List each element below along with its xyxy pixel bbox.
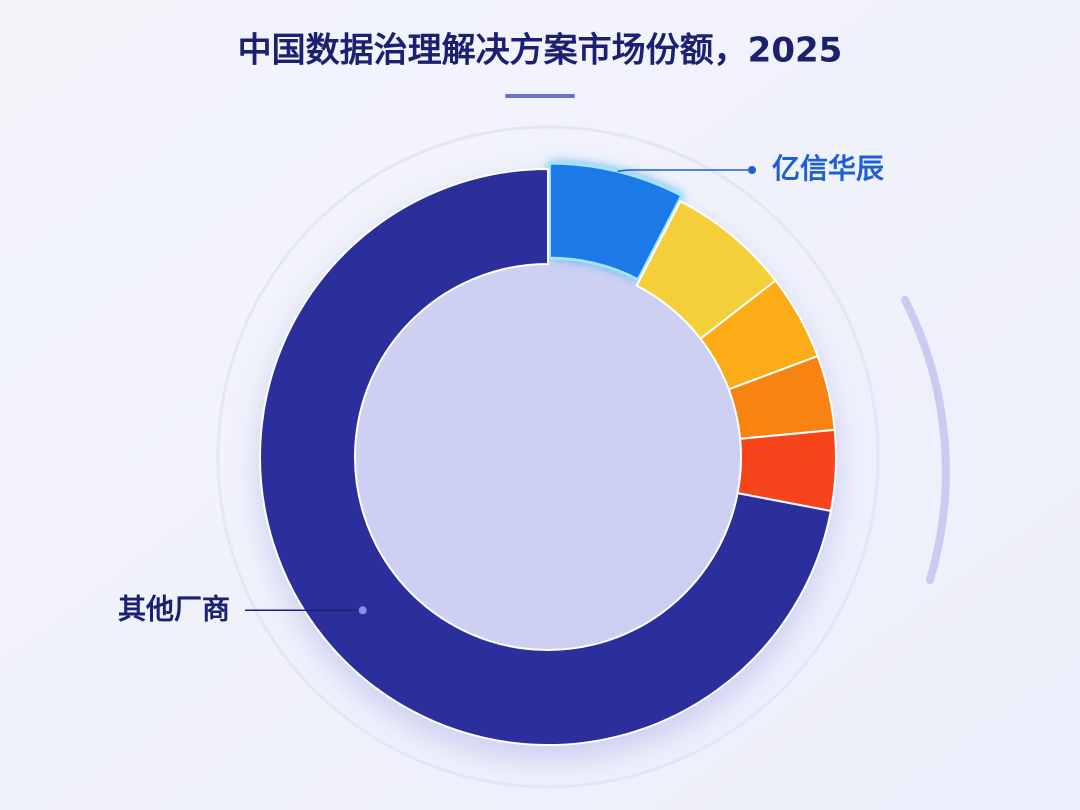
slice-label: 其他厂商	[118, 592, 230, 625]
leader-dot	[358, 606, 367, 615]
decor-ring	[216, 125, 880, 789]
decor-arc	[901, 296, 950, 584]
chart-title: 中国数据治理解决方案市场份额，2025	[238, 31, 843, 71]
slices	[259, 161, 837, 746]
slice	[259, 167, 833, 746]
title-underline	[505, 94, 575, 98]
slice-label: 亿信华辰	[772, 152, 884, 185]
leader-dot	[748, 166, 756, 174]
leader-line	[617, 169, 752, 173]
slice	[547, 161, 684, 282]
